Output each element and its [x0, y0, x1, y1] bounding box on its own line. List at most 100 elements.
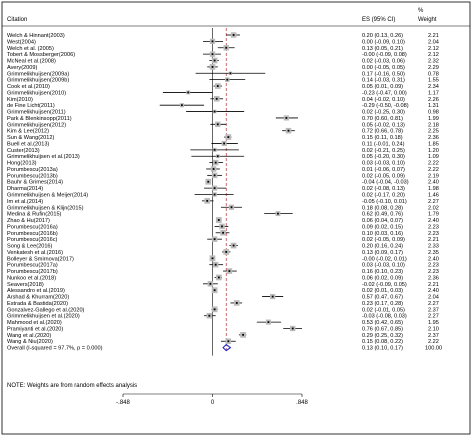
point-estimate [211, 257, 214, 260]
point-estimate [228, 270, 231, 272]
es-ci-value: 0.00 (-0.05, 0.05) [362, 65, 405, 71]
weight-value: 2.23 [428, 263, 439, 269]
weight-value: 2.10 [428, 326, 439, 332]
es-ci-value: -0.04 (-0.04, -0.03) [362, 180, 409, 186]
weight-value: 2.40 [428, 288, 439, 294]
weights-note: NOTE: Weights are from random effects an… [7, 383, 137, 389]
point-estimate [212, 168, 215, 170]
weight-value: 1.31 [428, 103, 439, 109]
study-label: Grimmelikhuijsen(2009a) [7, 71, 69, 77]
point-estimate [214, 263, 217, 266]
point-estimate [221, 225, 223, 228]
es-ci-value: 0.02 (-0.05, 0.09) [362, 237, 405, 243]
es-ci-header: ES (95% CI) [362, 17, 395, 23]
study-label: Im et al.(2014) [7, 199, 43, 205]
study-label: Sun & Wang(2012) [7, 135, 55, 141]
weight-value: 2.12 [428, 52, 439, 58]
es-ci-value: 0.02 (-0.03, 0.06) [362, 59, 405, 65]
study-label: Dharma(2014) [7, 186, 43, 192]
point-estimate [232, 244, 235, 247]
point-estimate [291, 327, 294, 330]
point-estimate [242, 333, 245, 336]
study-label: Buell et al.(2013) [7, 141, 49, 147]
es-ci-value: 0.62 (0.49, 0.76) [362, 212, 403, 218]
study-label: Alessandro et al.(2019) [7, 288, 65, 294]
weight-value: 2.37 [428, 307, 439, 313]
study-label: Grimmelikhuijsen et al.(2013) [7, 154, 80, 160]
es-ci-value: 0.15 (0.11, 0.18) [362, 135, 403, 141]
es-ci-value: 0.06 (0.04, 0.07) [362, 218, 403, 224]
es-ci-value: 0.13 (0.05, 0.21) [362, 46, 403, 52]
point-estimate [230, 206, 233, 209]
study-label: Grimmelikhuijsen & Meijer(2014) [7, 193, 88, 199]
es-ci-value: 0.20 (0.16, 0.24) [362, 244, 403, 250]
weight-value: 2.18 [428, 122, 439, 128]
es-ci-value: 0.16 (0.10, 0.23) [362, 269, 403, 275]
x-tick-label: 0 [211, 400, 215, 406]
es-ci-value: 0.02 (-0.17, 0.20) [362, 193, 405, 199]
es-ci-value: 0.15 (0.08, 0.22) [362, 339, 403, 345]
point-estimate [180, 104, 183, 107]
study-label: Welch & Hinnant(2003) [7, 33, 65, 39]
es-ci-value: 0.02 (-0.21, 0.25) [362, 148, 405, 154]
point-estimate [207, 180, 210, 183]
point-estimate [225, 251, 228, 253]
weight-value: 2.32 [428, 59, 439, 65]
point-estimate [209, 282, 212, 285]
weight-value: 1.85 [428, 141, 439, 147]
study-label: Welch et al. (2005) [7, 46, 54, 52]
weight-value: 2.23 [428, 269, 439, 275]
overall-label: Overall (I-squared = 97.7%, p = 0.000) [7, 346, 103, 352]
study-label: de Fine Licht(2011) [7, 103, 55, 109]
point-estimate [213, 238, 216, 241]
point-estimate [208, 314, 211, 317]
point-estimate [215, 97, 218, 100]
point-estimate [227, 136, 230, 138]
study-label: Cook et al.(2010) [7, 84, 50, 90]
study-label: West(2004) [7, 39, 36, 45]
study-label: Medina & Rufin(2015) [7, 212, 62, 218]
weight-value: 1.09 [428, 154, 439, 160]
x-axis-ticks: -.848 0 .848 [116, 394, 308, 406]
weight-value: 1.98 [428, 186, 439, 192]
study-label: Nunkoo et al.(2018) [7, 275, 56, 281]
es-ci-value: 0.03 (-0.03, 0.10) [362, 161, 405, 167]
point-estimate [213, 187, 216, 190]
es-ci-value: 0.02 (-0.08, 0.13) [362, 186, 405, 192]
point-estimate [232, 34, 235, 36]
point-estimate [216, 85, 219, 87]
point-estimate [225, 46, 228, 49]
weight-value: 2.21 [428, 237, 439, 243]
weight-value: 1.79 [428, 212, 439, 218]
study-label: Bauhr & Grimes(2014) [7, 180, 63, 186]
es-ci-value: 0.02 (-0.01, 0.05) [362, 307, 405, 313]
point-estimate [213, 308, 216, 311]
study-label: Grimmelikhuijsen et al.(2020) [7, 314, 80, 320]
weight-value: 1.17 [428, 90, 439, 96]
weight-value: 2.23 [428, 224, 439, 230]
weight-value: 2.12 [428, 46, 439, 52]
weight-value: 2.22 [428, 339, 439, 345]
study-label: Porumbescu(2013a) [7, 167, 58, 173]
es-ci-value: 0.05 (-0.20, 0.30) [362, 154, 405, 160]
study-label: Porumbescu(2016a) [7, 224, 58, 230]
point-estimate [229, 72, 232, 75]
point-estimate [216, 155, 219, 158]
es-ci-value: 0.72 (0.66, 0.78) [362, 129, 403, 135]
weight-value: 2.29 [428, 65, 439, 71]
es-ci-value: 0.05 (-0.02, 0.13) [362, 122, 405, 128]
study-label: Mahmood et al.(2020) [7, 320, 62, 326]
weight-value: 1.55 [428, 78, 439, 84]
x-tick-label: -.848 [116, 400, 130, 406]
weight-value: 2.36 [428, 275, 439, 281]
weight-value: 0.78 [428, 71, 439, 77]
es-ci-value: 0.04 (-0.02, 0.10) [362, 97, 405, 103]
es-ci-value: 0.02 (-0.25, 0.30) [362, 110, 405, 116]
study-label: Grimmelikhuijsen & Klijn(2015) [7, 205, 84, 211]
point-estimate [222, 231, 224, 234]
es-ci-value: 0.18 (0.08, 0.28) [362, 205, 403, 211]
overall-diamond [222, 343, 232, 352]
study-label: Song & Lee(2016) [7, 244, 53, 250]
es-ci-value: 0.03 (-0.03, 0.10) [362, 263, 405, 269]
es-ci-value: 0.02 (0.01, 0.03) [362, 288, 403, 294]
